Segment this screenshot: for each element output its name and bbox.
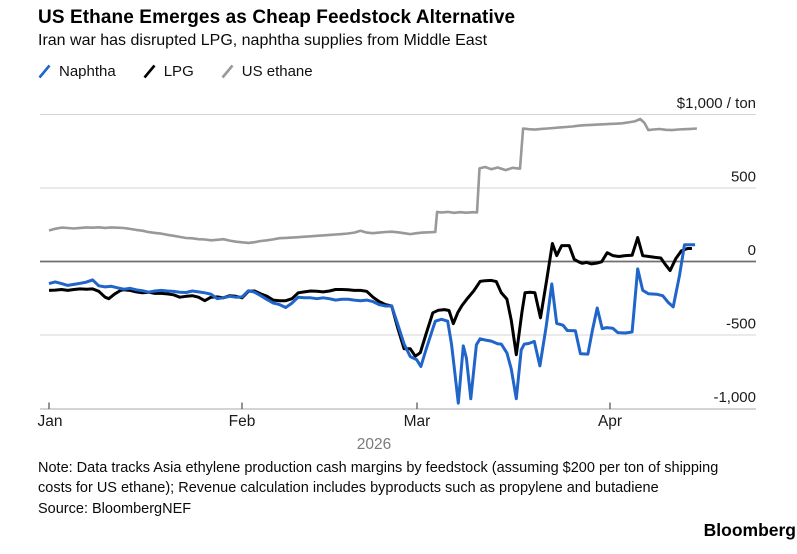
gridlines [40,114,756,410]
x-axis-labels: Jan Feb Mar Apr 2026 [38,413,623,453]
x-tick-label: Jan [38,413,63,430]
legend-item-us-ethane: US ethane [221,63,313,80]
page-subtitle: Iran war has disrupted LPG, naphtha supp… [38,32,488,49]
series-line-naphtha [48,243,696,405]
bloomberg-logo: Bloomberg [703,520,796,540]
lpg-line-swatch-icon [143,64,156,79]
x-tick-label: Mar [404,413,431,430]
y-tick-label: -1,000 [713,389,756,406]
legend-label: US ethane [241,63,313,80]
footnote: Note: Data tracks Asia ethylene producti… [38,458,718,519]
series-lines [48,117,697,405]
naphtha-line-swatch-icon [38,64,51,79]
note-line-1: Note: Data tracks Asia ethylene producti… [38,460,719,476]
legend-label: Naphtha [59,63,116,80]
series-line-us-ethane [48,117,697,245]
series-line-lpg [48,236,692,358]
x-tick-label: Feb [229,413,256,430]
y-tick-label: 500 [731,169,756,186]
legend-item-naphtha: Naphtha [38,63,116,80]
legend-item-lpg: LPG [143,63,194,80]
page-title: US Ethane Emerges as Cheap Feedstock Alt… [38,7,516,28]
year-label: 2026 [357,436,391,453]
x-axis-ticks [48,402,611,409]
source-line: Source: BloombergNEF [38,501,192,517]
legend-label: LPG [163,63,194,80]
y-tick-label: -500 [726,316,756,333]
x-tick-label: Apr [598,413,622,430]
y-axis-labels: $1,000 / ton 500 0 -500 -1,000 [677,95,756,406]
y-tick-label: 0 [748,242,756,259]
y-tick-label: $1,000 / ton [677,95,756,112]
us-ethane-line-swatch-icon [221,64,234,79]
note-line-2: costs for US ethane); Revenue calculatio… [38,480,659,496]
legend: Naphtha LPG US ethane [38,63,313,80]
